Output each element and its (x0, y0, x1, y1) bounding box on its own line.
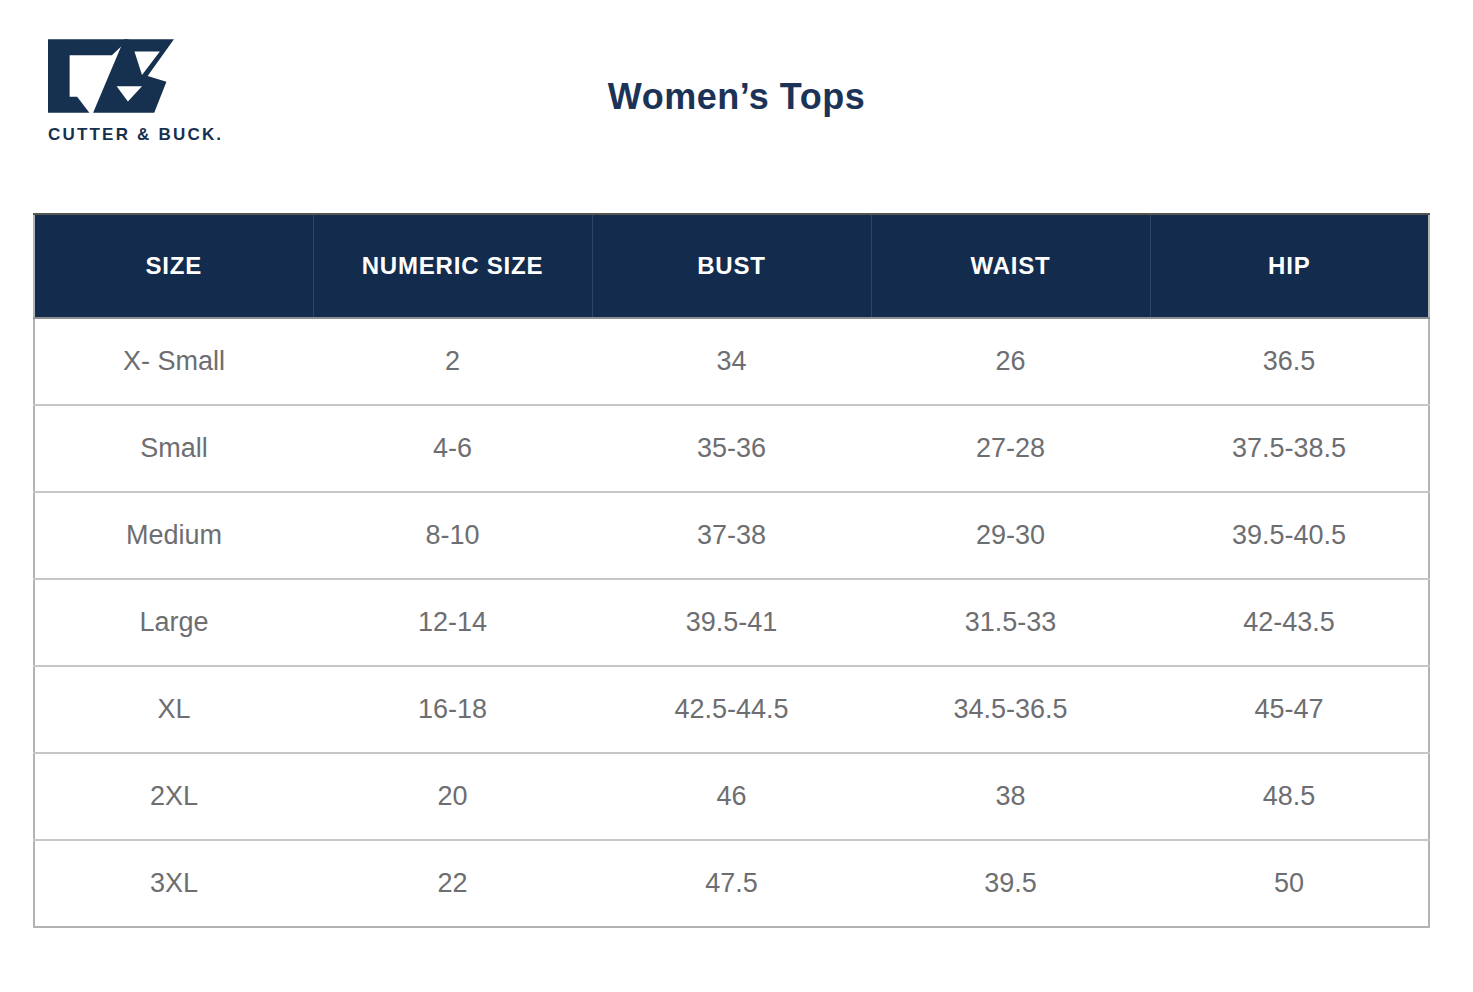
cell-hip: 50 (1150, 840, 1429, 927)
cell-numeric-size: 4-6 (313, 405, 592, 492)
cell-numeric-size: 8-10 (313, 492, 592, 579)
cell-numeric-size: 12-14 (313, 579, 592, 666)
cell-size: Medium (34, 492, 313, 579)
table-row-medium: Medium 8-10 37-38 29-30 39.5-40.5 (34, 492, 1429, 579)
cell-numeric-size: 22 (313, 840, 592, 927)
cell-waist: 26 (871, 318, 1150, 405)
cell-hip: 39.5-40.5 (1150, 492, 1429, 579)
cell-hip: 42-43.5 (1150, 579, 1429, 666)
cell-waist: 27-28 (871, 405, 1150, 492)
cell-size: 2XL (34, 753, 313, 840)
cell-size: 3XL (34, 840, 313, 927)
cell-bust: 47.5 (592, 840, 871, 927)
cell-waist: 29-30 (871, 492, 1150, 579)
cell-bust: 46 (592, 753, 871, 840)
col-header-waist: WAIST (871, 214, 1150, 318)
size-chart-table: SIZE NUMERIC SIZE BUST WAIST HIP X- Smal… (33, 213, 1430, 928)
table-row-xl: XL 16-18 42.5-44.5 34.5-36.5 45-47 (34, 666, 1429, 753)
table-row-large: Large 12-14 39.5-41 31.5-33 42-43.5 (34, 579, 1429, 666)
cell-hip: 48.5 (1150, 753, 1429, 840)
cell-hip: 36.5 (1150, 318, 1429, 405)
header-row: SIZE NUMERIC SIZE BUST WAIST HIP (34, 214, 1429, 318)
table-row-3xl: 3XL 22 47.5 39.5 50 (34, 840, 1429, 927)
cell-bust: 34 (592, 318, 871, 405)
size-chart-header: SIZE NUMERIC SIZE BUST WAIST HIP (34, 214, 1429, 318)
page-title: Women’s Tops (0, 76, 1473, 118)
cell-size: XL (34, 666, 313, 753)
table-row-2xl: 2XL 20 46 38 48.5 (34, 753, 1429, 840)
cell-numeric-size: 2 (313, 318, 592, 405)
cell-size: Large (34, 579, 313, 666)
col-header-bust: BUST (592, 214, 871, 318)
col-header-size: SIZE (34, 214, 313, 318)
col-header-numeric-size: NUMERIC SIZE (313, 214, 592, 318)
size-chart-page: CUTTER & BUCK. Women’s Tops SIZE NUMERIC… (0, 0, 1473, 992)
brand-wordmark: CUTTER & BUCK. (48, 125, 208, 145)
table-row-xsmall: X- Small 2 34 26 36.5 (34, 318, 1429, 405)
cell-numeric-size: 20 (313, 753, 592, 840)
cell-bust: 39.5-41 (592, 579, 871, 666)
size-chart-body: X- Small 2 34 26 36.5 Small 4-6 35-36 27… (34, 318, 1429, 927)
col-header-hip: HIP (1150, 214, 1429, 318)
cell-numeric-size: 16-18 (313, 666, 592, 753)
cell-waist: 39.5 (871, 840, 1150, 927)
cell-size: Small (34, 405, 313, 492)
table-row-small: Small 4-6 35-36 27-28 37.5-38.5 (34, 405, 1429, 492)
cell-size: X- Small (34, 318, 313, 405)
cell-hip: 37.5-38.5 (1150, 405, 1429, 492)
cell-hip: 45-47 (1150, 666, 1429, 753)
cell-waist: 31.5-33 (871, 579, 1150, 666)
cell-waist: 34.5-36.5 (871, 666, 1150, 753)
cell-bust: 42.5-44.5 (592, 666, 871, 753)
cell-waist: 38 (871, 753, 1150, 840)
cell-bust: 37-38 (592, 492, 871, 579)
cell-bust: 35-36 (592, 405, 871, 492)
